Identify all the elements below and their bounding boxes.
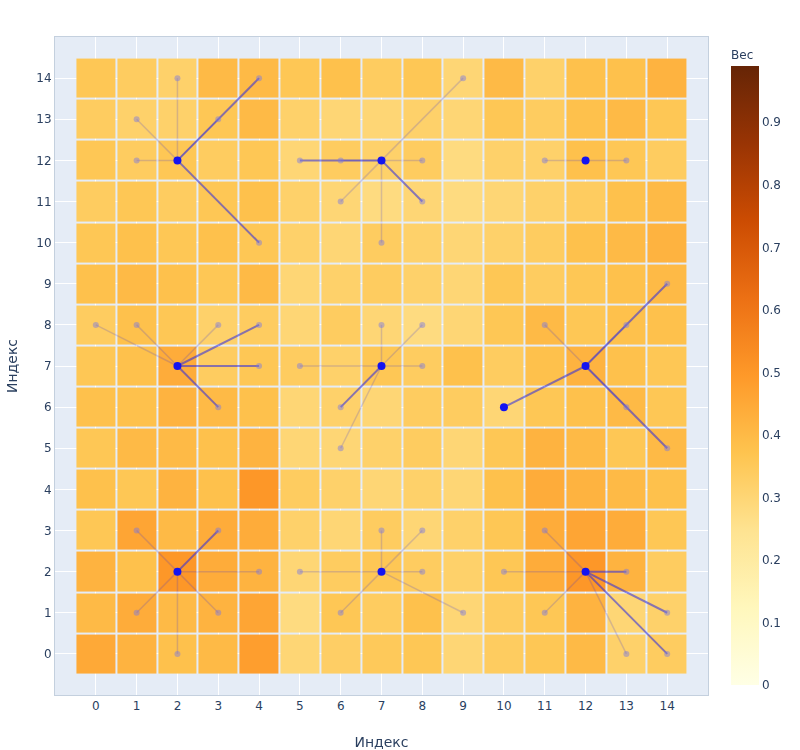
svg-text:0: 0: [44, 647, 52, 661]
svg-text:8: 8: [418, 699, 426, 713]
svg-text:12: 12: [578, 699, 593, 713]
svg-text:14: 14: [660, 699, 675, 713]
svg-text:9: 9: [459, 699, 467, 713]
svg-text:2: 2: [44, 565, 52, 579]
svg-text:0.9: 0.9: [762, 115, 781, 129]
svg-text:0.5: 0.5: [762, 366, 781, 380]
svg-text:Вес: Вес: [731, 48, 753, 62]
svg-text:9: 9: [44, 277, 52, 291]
svg-text:14: 14: [36, 71, 51, 85]
svg-text:1: 1: [44, 606, 52, 620]
svg-text:10: 10: [496, 699, 511, 713]
svg-text:8: 8: [44, 318, 52, 332]
svg-text:0.7: 0.7: [762, 241, 781, 255]
svg-text:5: 5: [296, 699, 304, 713]
svg-text:11: 11: [36, 195, 51, 209]
svg-text:0.2: 0.2: [762, 553, 781, 567]
svg-text:12: 12: [36, 154, 51, 168]
svg-text:5: 5: [44, 441, 52, 455]
svg-text:0: 0: [762, 678, 770, 692]
svg-text:13: 13: [36, 112, 51, 126]
svg-text:6: 6: [44, 400, 52, 414]
svg-text:4: 4: [255, 699, 263, 713]
svg-text:13: 13: [619, 699, 634, 713]
svg-text:2: 2: [174, 699, 182, 713]
svg-text:Индекс: Индекс: [4, 339, 20, 393]
svg-text:6: 6: [337, 699, 345, 713]
svg-text:7: 7: [44, 359, 52, 373]
svg-text:Индекс: Индекс: [354, 734, 408, 750]
svg-text:0.4: 0.4: [762, 428, 781, 442]
svg-text:0.6: 0.6: [762, 303, 781, 317]
svg-text:0: 0: [92, 699, 100, 713]
svg-text:3: 3: [44, 524, 52, 538]
svg-text:7: 7: [378, 699, 386, 713]
svg-text:10: 10: [36, 236, 51, 250]
svg-text:0.1: 0.1: [762, 616, 781, 630]
svg-text:0.8: 0.8: [762, 178, 781, 192]
svg-text:11: 11: [537, 699, 552, 713]
svg-text:0.3: 0.3: [762, 491, 781, 505]
svg-text:3: 3: [214, 699, 222, 713]
svg-text:4: 4: [44, 483, 52, 497]
svg-text:1: 1: [133, 699, 141, 713]
